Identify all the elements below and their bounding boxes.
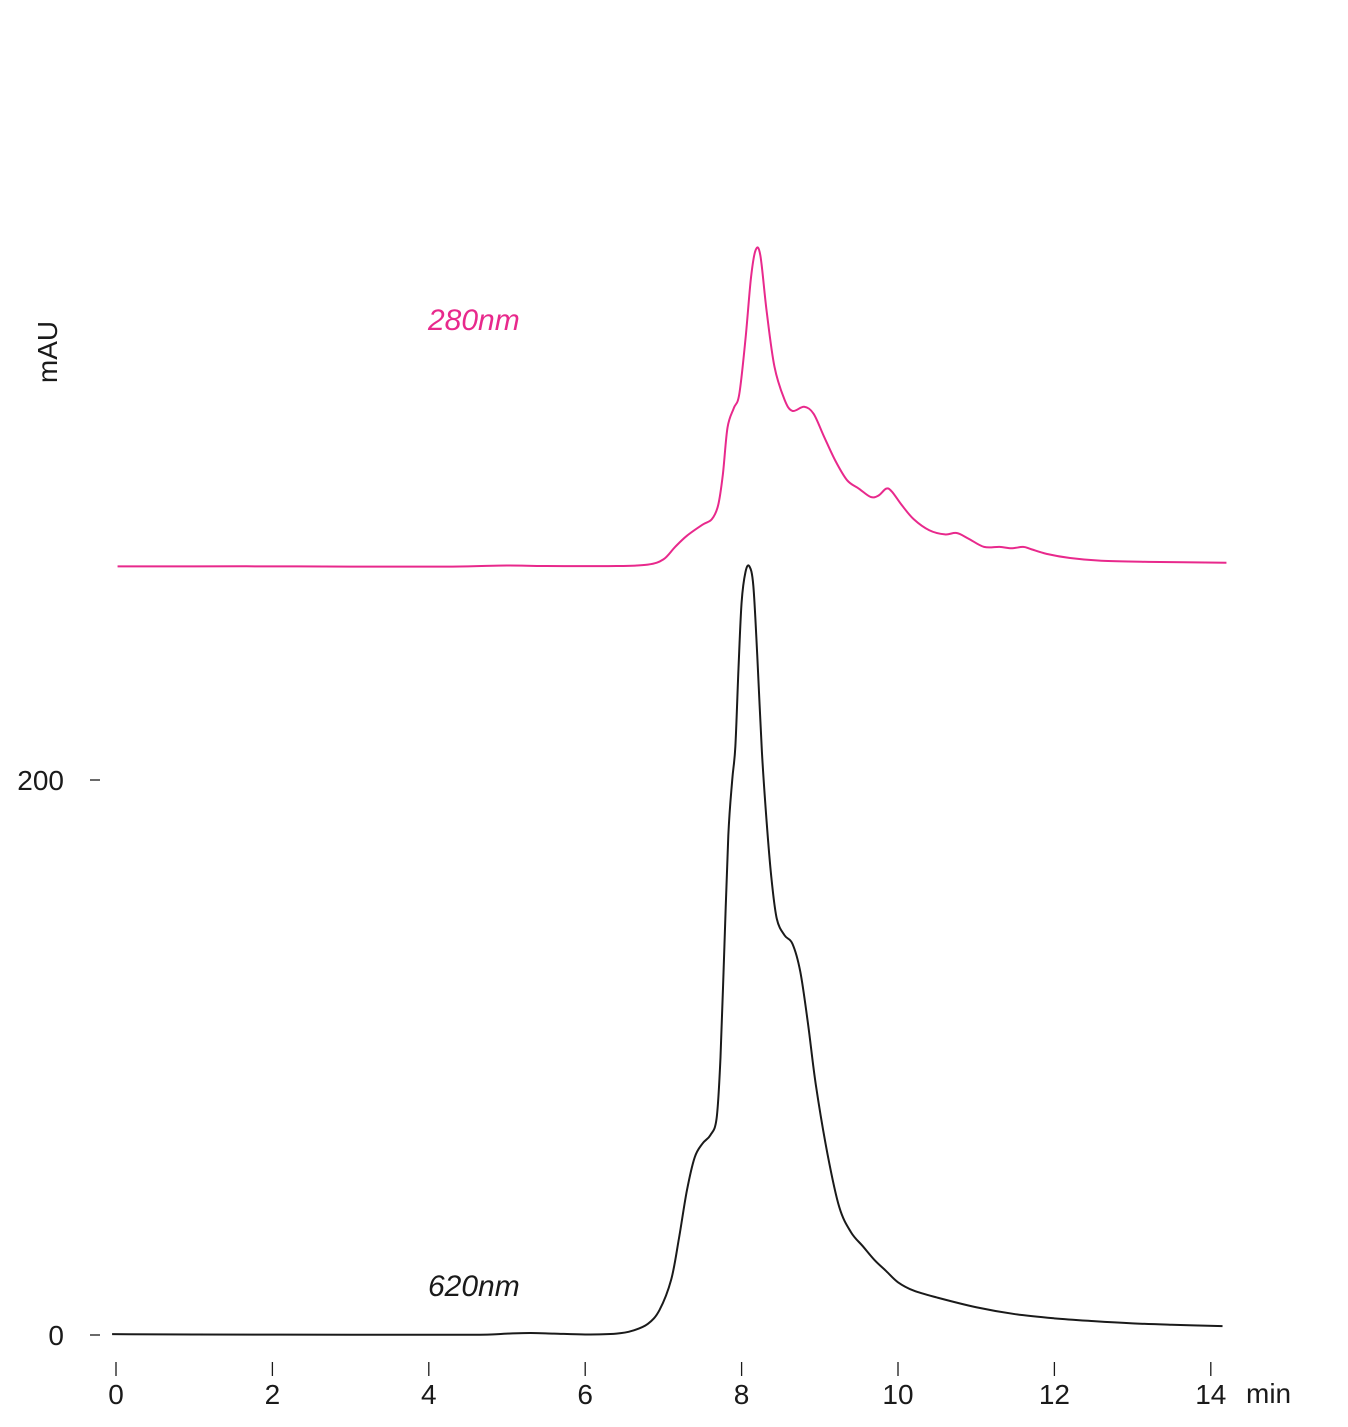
x-tick-label: 0 <box>108 1379 124 1410</box>
x-tick-label: 4 <box>421 1379 437 1410</box>
x-tick-label: 12 <box>1039 1379 1070 1410</box>
x-tick-label: 10 <box>882 1379 913 1410</box>
x-tick-label: 2 <box>265 1379 281 1410</box>
x-tick-label: 8 <box>734 1379 750 1410</box>
x-tick-label: 6 <box>577 1379 593 1410</box>
series-layer <box>112 246 1227 1336</box>
y-axis-label: mAU <box>32 321 63 383</box>
series-line-280nm <box>117 246 1227 568</box>
axes: 0 2 4 6 8 10 12 14 0 200 <box>17 765 1226 1410</box>
x-tick-label: 14 <box>1195 1379 1226 1410</box>
series-label-620nm: 620nm <box>428 1270 520 1303</box>
series-label-280nm: 280nm <box>427 304 520 337</box>
y-tick-label: 200 <box>17 765 64 796</box>
x-axis-label: min <box>1246 1378 1291 1409</box>
y-tick-label: 0 <box>48 1320 64 1351</box>
series-line-620nm <box>112 564 1223 1336</box>
